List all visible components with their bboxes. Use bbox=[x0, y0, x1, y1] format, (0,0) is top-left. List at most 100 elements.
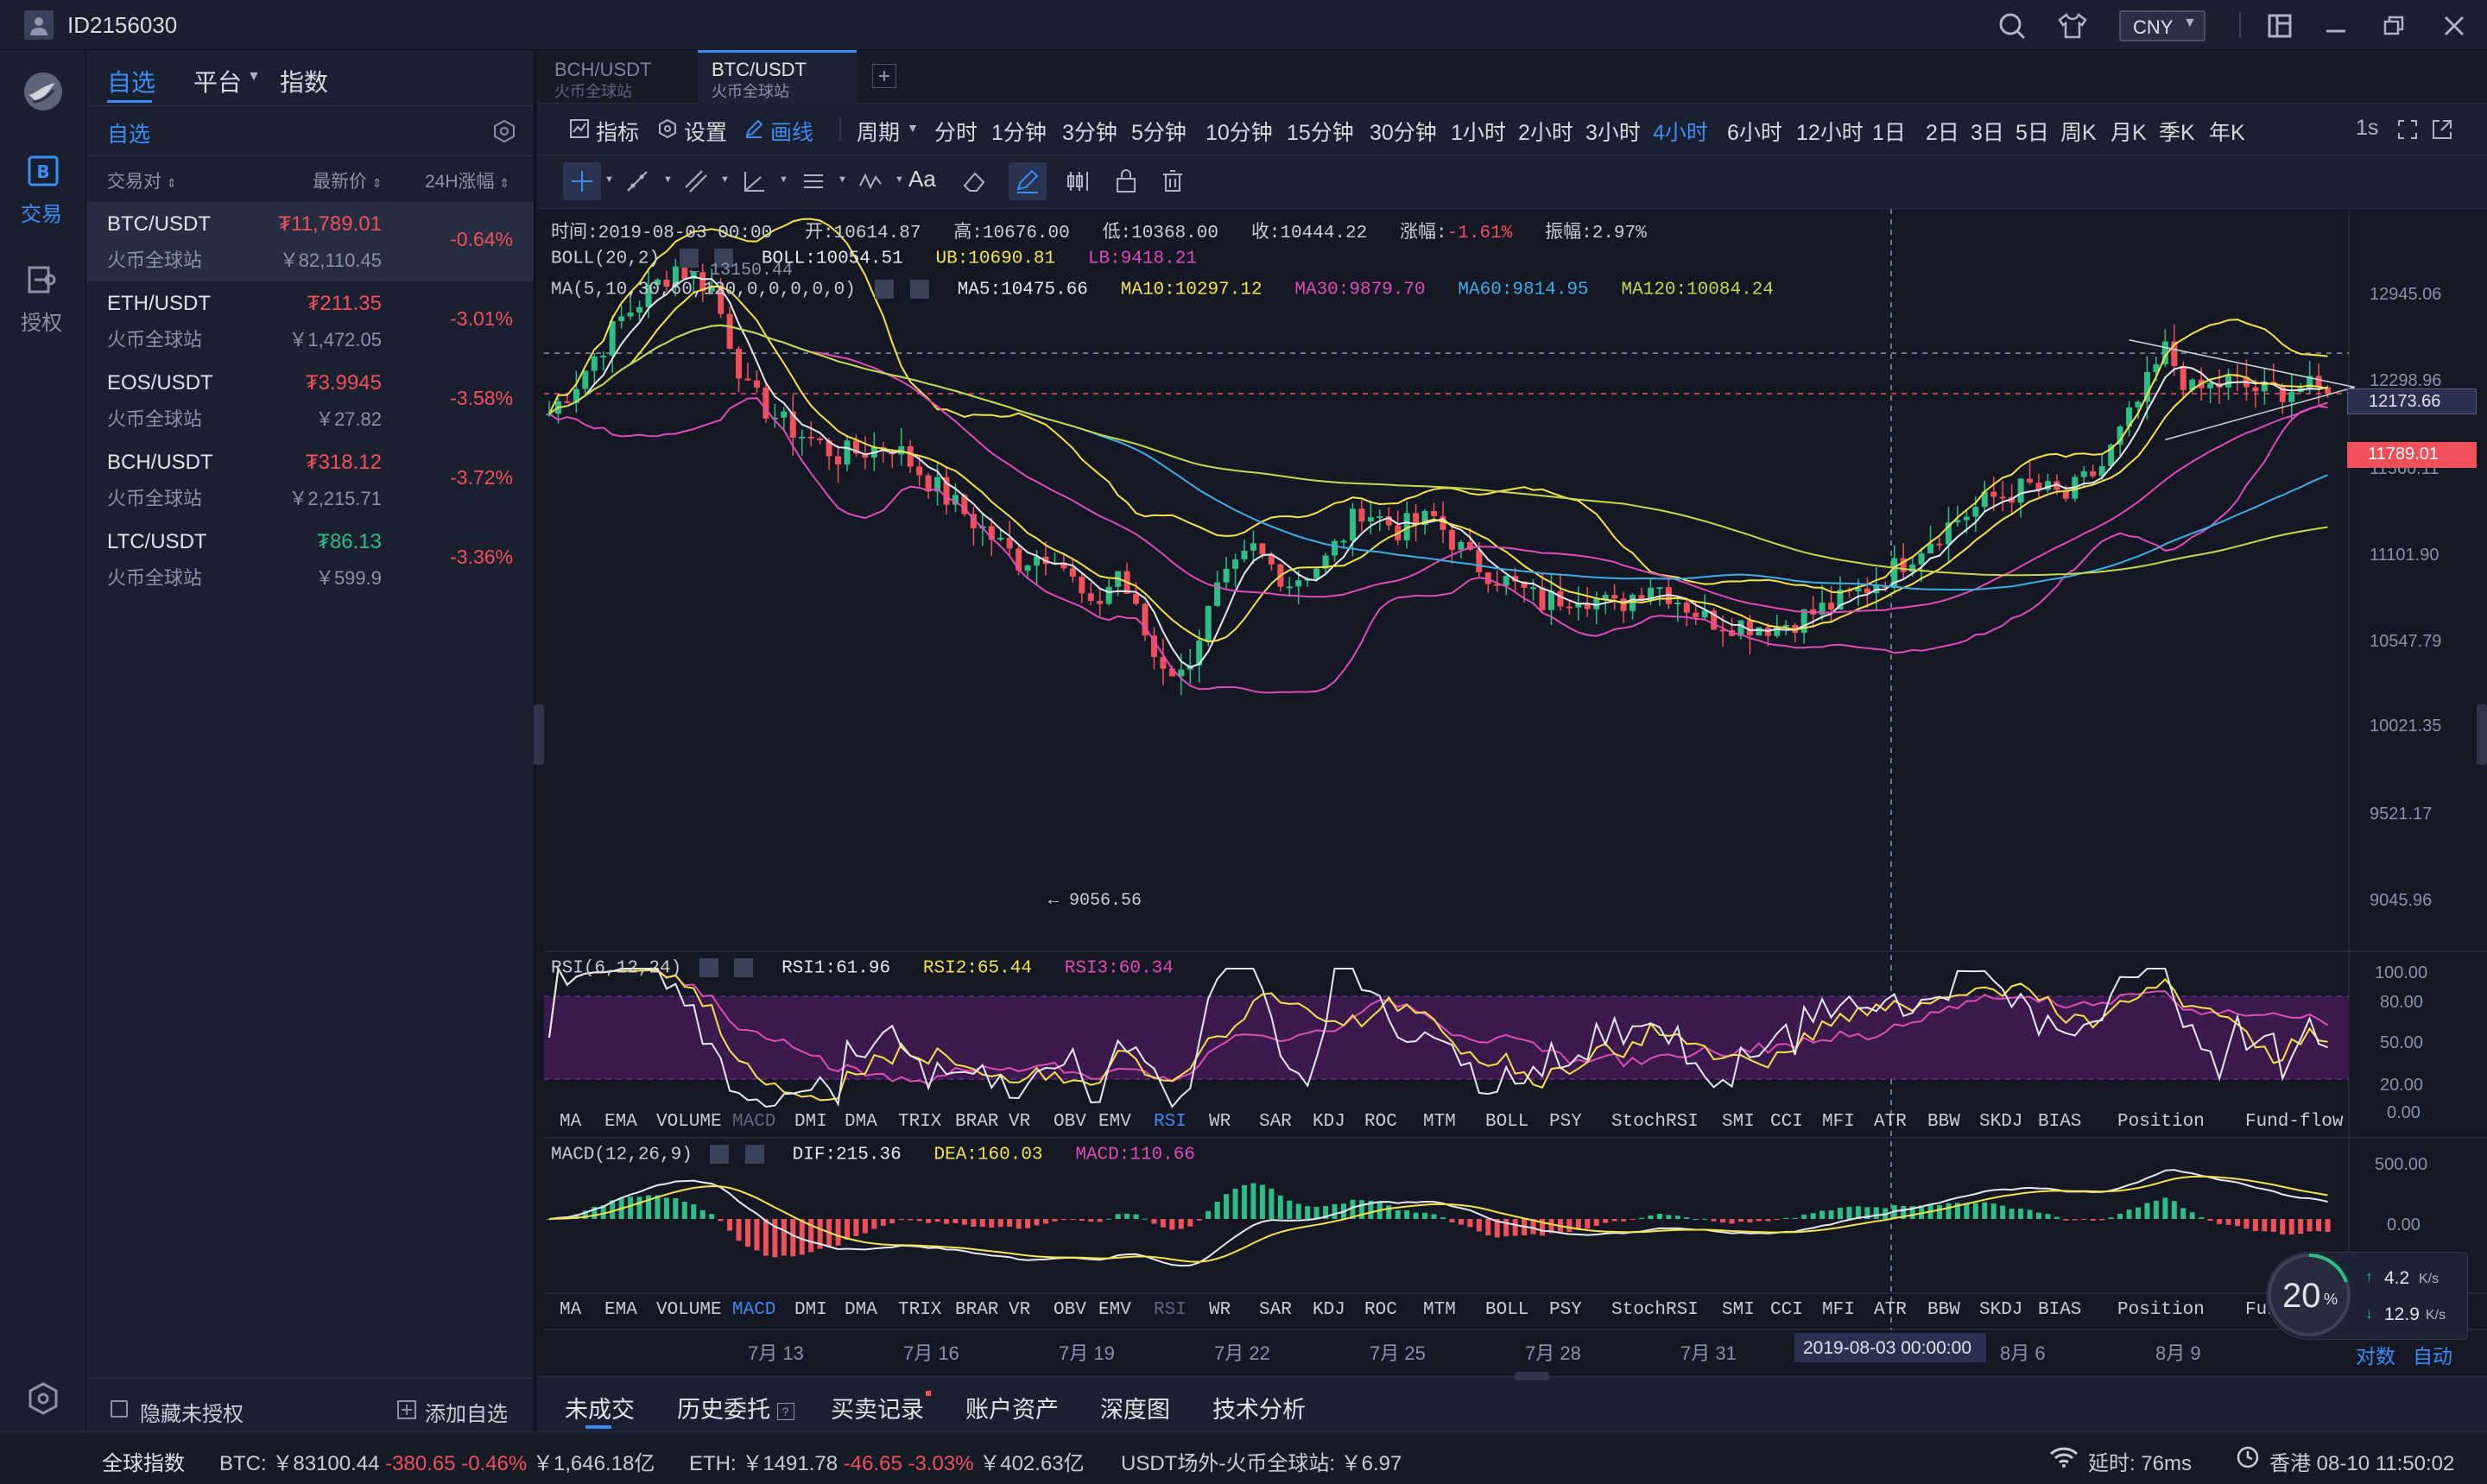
restore-icon[interactable] bbox=[2376, 10, 2411, 41]
chevron-down-icon[interactable]: ▼ bbox=[663, 174, 673, 185]
indicator-button[interactable]: 指标 bbox=[596, 121, 640, 145]
indicator-tab-dma[interactable]: DMA bbox=[845, 1112, 877, 1132]
indicator-tab-mfi[interactable]: MFI bbox=[1822, 1300, 1855, 1320]
indicator-tab-smi[interactable]: SMI bbox=[1722, 1112, 1755, 1132]
minimize-icon[interactable] bbox=[2319, 10, 2353, 41]
period-11[interactable]: 6小时 bbox=[1727, 121, 1782, 145]
tab-depth-chart[interactable]: 深度图 bbox=[1100, 1397, 1170, 1423]
period-20[interactable]: 年K bbox=[2209, 121, 2245, 145]
lock-icon[interactable] bbox=[1109, 164, 1143, 199]
crosshair-icon[interactable] bbox=[563, 162, 601, 200]
indicator-tab-emv[interactable]: EMV bbox=[1098, 1112, 1131, 1132]
indicator-tab-dma[interactable]: DMA bbox=[845, 1300, 877, 1320]
hide-unauth-checkbox[interactable] bbox=[111, 1400, 128, 1418]
close-icon[interactable] bbox=[734, 958, 754, 977]
col-change-header[interactable]: 24H涨幅 ⇕ bbox=[425, 167, 509, 193]
network-widget[interactable]: 20 % ↑ 4.2 K/s ↓ 12.9 K/s bbox=[2266, 1252, 2468, 1340]
indicator-tab-macd[interactable]: MACD bbox=[732, 1112, 776, 1132]
watch-tab-index[interactable]: 指数 bbox=[280, 69, 329, 96]
indicator-tab-vr[interactable]: VR bbox=[1009, 1300, 1031, 1320]
watch-row-bch[interactable]: BCH/USDT 火币全球站 ₮318.12 ￥2,215.71 -3.72% bbox=[86, 440, 534, 520]
indicator-tab-trix[interactable]: TRIX bbox=[898, 1112, 942, 1132]
indicator-tab-rsi[interactable]: RSI bbox=[1154, 1300, 1187, 1320]
indicator-tab-ema[interactable]: EMA bbox=[604, 1300, 637, 1320]
auth-icon[interactable] bbox=[24, 261, 62, 299]
interval-label[interactable]: 1s bbox=[2356, 116, 2379, 140]
indicator-tab-sar[interactable]: SAR bbox=[1259, 1112, 1292, 1132]
period-4[interactable]: 10分钟 bbox=[1206, 121, 1273, 145]
period-14[interactable]: 2日 bbox=[1926, 121, 1959, 145]
indicator-tab-kdj[interactable]: KDJ bbox=[1313, 1300, 1345, 1320]
watch-tab-favorites[interactable]: 自选 bbox=[107, 69, 156, 96]
period-12[interactable]: 12小时 bbox=[1796, 121, 1864, 145]
auto-scale-toggle[interactable]: 自动 bbox=[2413, 1345, 2452, 1367]
indicator-tab-brar[interactable]: BRAR bbox=[955, 1300, 999, 1320]
candles-icon[interactable] bbox=[1060, 164, 1095, 199]
eraser-icon[interactable] bbox=[957, 164, 991, 199]
watch-row-eth[interactable]: ETH/USDT 火币全球站 ₮211.35 ￥1,472.05 -3.01% bbox=[86, 281, 534, 361]
chevron-down-icon[interactable]: ▼ bbox=[838, 174, 847, 185]
indicator-tab-obv[interactable]: OBV bbox=[1054, 1112, 1086, 1132]
chart-tab-btc[interactable]: BTC/USDT 火币全球站 bbox=[698, 50, 857, 104]
trendline-icon[interactable] bbox=[620, 164, 655, 199]
gear-icon[interactable] bbox=[679, 249, 699, 268]
watch-tab-platform[interactable]: 平台 bbox=[193, 69, 243, 96]
text-tool-button[interactable]: Aa bbox=[908, 166, 936, 192]
indicator-tab-position[interactable]: Position bbox=[2117, 1300, 2205, 1320]
indicator-tab-stochrsi[interactable]: StochRSI bbox=[1611, 1300, 1699, 1320]
indicator-tab-volume[interactable]: VOLUME bbox=[656, 1300, 722, 1320]
chevron-down-icon[interactable]: ▼ bbox=[720, 174, 730, 185]
expand-panel-handle[interactable] bbox=[2477, 704, 2487, 765]
period-15[interactable]: 3日 bbox=[1971, 121, 2004, 145]
indicator-tab-sar[interactable]: SAR bbox=[1259, 1300, 1292, 1320]
indicator-tab-bias[interactable]: BIAS bbox=[2038, 1112, 2082, 1132]
indicator-tab-position[interactable]: Position bbox=[2117, 1112, 2205, 1132]
angle-icon[interactable] bbox=[737, 164, 772, 199]
indicator-tab-kdj[interactable]: KDJ bbox=[1313, 1112, 1345, 1132]
watch-row-btc[interactable]: BTC/USDT 火币全球站 ₮11,789.01 ￥82,110.45 -0.… bbox=[86, 202, 534, 281]
period-0[interactable]: 分时 bbox=[934, 121, 978, 145]
indicator-tab-roc[interactable]: ROC bbox=[1364, 1112, 1397, 1132]
indicator-tab-obv[interactable]: OBV bbox=[1054, 1300, 1086, 1320]
indicator-tab-ma[interactable]: MA bbox=[560, 1112, 582, 1132]
tab-open-orders[interactable]: 未成交 bbox=[565, 1397, 635, 1423]
indicator-tab-atr[interactable]: ATR bbox=[1874, 1300, 1907, 1320]
close-icon[interactable] bbox=[2437, 10, 2471, 41]
period-6[interactable]: 30分钟 bbox=[1370, 121, 1437, 145]
period-2[interactable]: 3分钟 bbox=[1062, 121, 1117, 145]
period-18[interactable]: 月K bbox=[2110, 121, 2147, 145]
indicator-tab-smi[interactable]: SMI bbox=[1722, 1300, 1755, 1320]
indicator-tab-bbw[interactable]: BBW bbox=[1927, 1300, 1960, 1320]
gear-icon[interactable] bbox=[875, 280, 895, 299]
gear-icon[interactable] bbox=[699, 958, 718, 977]
indicator-tab-boll[interactable]: BOLL bbox=[1485, 1112, 1529, 1132]
chevron-down-icon[interactable]: ▼ bbox=[895, 174, 904, 185]
indicator-tab-mfi[interactable]: MFI bbox=[1822, 1112, 1855, 1132]
indicator-tab-skdj[interactable]: SKDJ bbox=[1979, 1300, 2023, 1320]
period-19[interactable]: 季K bbox=[2159, 121, 2195, 145]
tab-tech-analysis[interactable]: 技术分析 bbox=[1212, 1397, 1306, 1423]
settings-icon[interactable] bbox=[490, 117, 518, 145]
fullscreen-icon[interactable] bbox=[2395, 117, 2420, 142]
add-icon[interactable] bbox=[396, 1399, 418, 1421]
period-16[interactable]: 5日 bbox=[2016, 121, 2049, 145]
wave-icon[interactable] bbox=[853, 164, 888, 199]
chevron-down-icon[interactable]: ▼ bbox=[779, 174, 788, 185]
indicator-tab-ema[interactable]: EMA bbox=[604, 1112, 637, 1132]
user-avatar-icon[interactable] bbox=[24, 10, 54, 40]
settings-icon[interactable] bbox=[656, 117, 679, 140]
indicator-tab-vr[interactable]: VR bbox=[1009, 1112, 1031, 1132]
currency-select[interactable]: CNY ▼ bbox=[2119, 10, 2205, 41]
indicator-tab-bbw[interactable]: BBW bbox=[1927, 1112, 1960, 1132]
search-icon[interactable] bbox=[1995, 9, 2029, 43]
close-icon[interactable] bbox=[745, 1145, 765, 1164]
indicator-tab-bias[interactable]: BIAS bbox=[2038, 1300, 2082, 1320]
indicator-tab-psy[interactable]: PSY bbox=[1549, 1300, 1582, 1320]
close-icon[interactable] bbox=[714, 249, 734, 268]
gear-icon[interactable] bbox=[710, 1145, 730, 1164]
trade-icon[interactable]: B bbox=[24, 152, 62, 190]
indicator-tab-brar[interactable]: BRAR bbox=[955, 1112, 999, 1132]
watch-row-eos[interactable]: EOS/USDT 火币全球站 ₮3.9945 ￥27.82 -3.58% bbox=[86, 361, 534, 440]
indicator-tab-fund-flow[interactable]: Fund-flow bbox=[2245, 1112, 2344, 1132]
period-1[interactable]: 1分钟 bbox=[991, 121, 1047, 145]
